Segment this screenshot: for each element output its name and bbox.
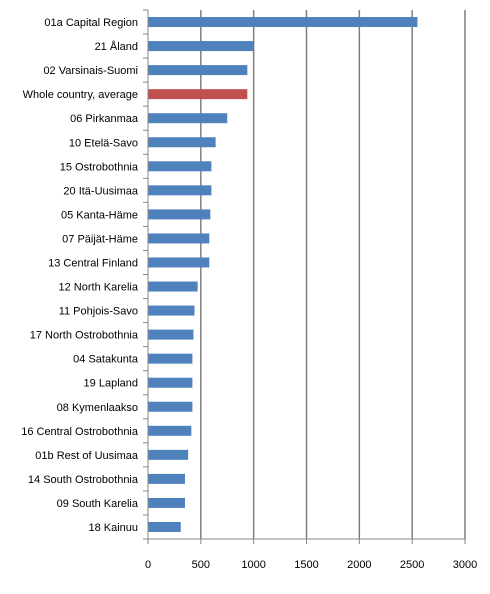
category-label: 19 Lapland bbox=[84, 378, 138, 390]
category-label: 02 Varsinais-Suomi bbox=[43, 65, 138, 77]
x-tick-label: 2000 bbox=[347, 559, 371, 571]
x-tick-label: 0 bbox=[145, 559, 151, 571]
bar bbox=[148, 209, 211, 220]
bars bbox=[148, 17, 418, 532]
category-label: 07 Päijät-Häme bbox=[62, 233, 138, 245]
x-tick-label: 1000 bbox=[241, 559, 265, 571]
bar bbox=[148, 353, 193, 364]
bar bbox=[148, 329, 194, 340]
bar bbox=[148, 281, 198, 292]
x-tick-label: 500 bbox=[192, 559, 210, 571]
category-label: 15 Ostrobothnia bbox=[60, 161, 139, 173]
x-tick-labels: 0 500 1000 1500 2000 2500 3000 bbox=[145, 559, 477, 571]
bar bbox=[148, 137, 216, 148]
bar bbox=[148, 425, 192, 436]
bar bbox=[148, 233, 210, 244]
category-label: 08 Kymenlaakso bbox=[57, 402, 138, 414]
x-tick-label: 1500 bbox=[294, 559, 318, 571]
category-label: 17 North Ostrobothnia bbox=[30, 330, 139, 342]
gridlines bbox=[200, 10, 466, 539]
bar bbox=[148, 497, 185, 508]
category-label: 09 South Karelia bbox=[57, 498, 139, 510]
category-label: 12 North Karelia bbox=[59, 282, 139, 294]
category-label: Whole country, average bbox=[23, 89, 138, 101]
category-label: 18 Kainuu bbox=[88, 522, 138, 534]
category-label: 04 Satakunta bbox=[73, 354, 139, 366]
bar bbox=[148, 161, 212, 172]
bar bbox=[148, 113, 228, 124]
category-label: 21 Åland bbox=[95, 40, 138, 53]
category-label: 10 Etelä-Savo bbox=[69, 137, 138, 149]
bar bbox=[148, 185, 212, 196]
category-label: 20 Itä-Uusimaa bbox=[63, 185, 138, 197]
category-label: 01b Rest of Uusimaa bbox=[35, 450, 139, 462]
category-label: 16 Central Ostrobothnia bbox=[21, 426, 139, 438]
category-label: 05 Kanta-Häme bbox=[61, 209, 138, 221]
x-tick-label: 3000 bbox=[453, 559, 477, 571]
axes bbox=[143, 9, 466, 544]
bar bbox=[148, 17, 418, 28]
category-label: 01a Capital Region bbox=[44, 17, 138, 29]
bar-highlight bbox=[148, 89, 248, 100]
category-label: 11 Pohjois-Savo bbox=[59, 306, 138, 318]
category-label: 13 Central Finland bbox=[48, 257, 138, 269]
bar bbox=[148, 449, 189, 460]
category-label: 14 South Ostrobothnia bbox=[28, 474, 139, 486]
bar bbox=[148, 41, 254, 52]
bar bbox=[148, 473, 185, 484]
category-label: 06 Pirkanmaa bbox=[70, 113, 139, 125]
bar bbox=[148, 521, 181, 532]
bar bbox=[148, 401, 193, 412]
bar bbox=[148, 65, 248, 76]
bar bbox=[148, 257, 210, 268]
x-tick-label: 2500 bbox=[400, 559, 424, 571]
bar bbox=[148, 305, 195, 316]
bar bbox=[148, 377, 193, 388]
category-labels: 01a Capital Region 21 Åland 02 Varsinais-S… bbox=[21, 17, 139, 534]
